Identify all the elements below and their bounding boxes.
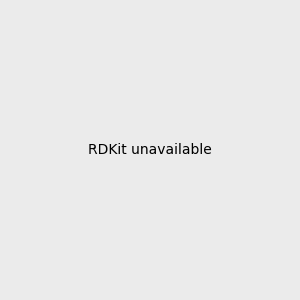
Text: RDKit unavailable: RDKit unavailable [88, 143, 212, 157]
